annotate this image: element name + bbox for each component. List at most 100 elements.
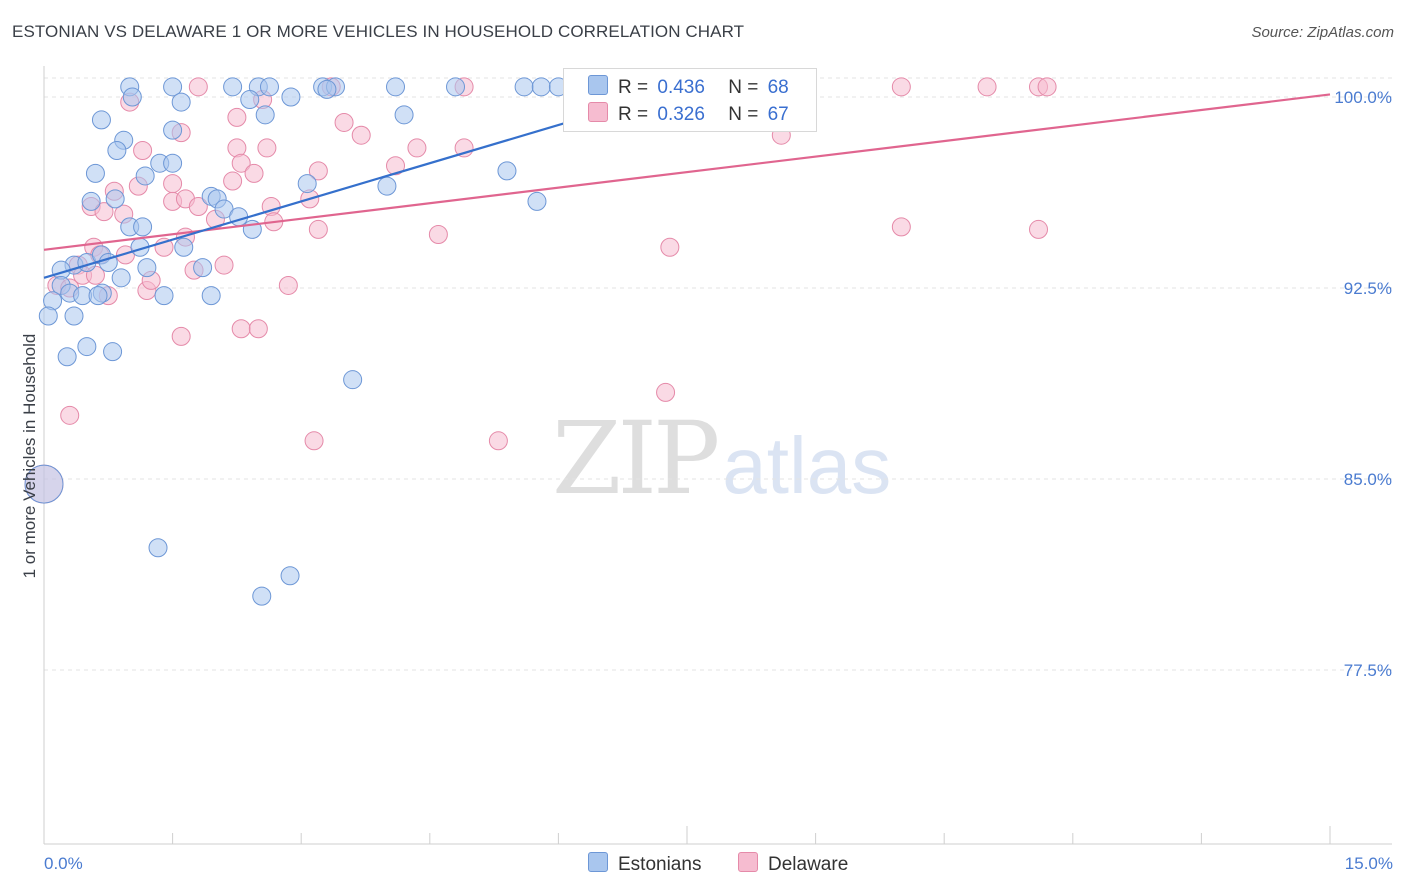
legend-swatch-pink: [588, 102, 608, 122]
x-tick-label-min: 0.0%: [44, 854, 83, 873]
axes: [43, 66, 1392, 845]
estonians-point: [85, 163, 105, 183]
estonians-point: [446, 77, 466, 97]
bottom-legend-swatch-blue: [588, 852, 608, 872]
estonians-point: [531, 77, 551, 97]
delaware-point: [188, 197, 208, 217]
estonians-point: [111, 268, 131, 288]
legend-r-label: R =: [618, 104, 649, 125]
y-tick-label: 77.5%: [1344, 661, 1392, 680]
estonians-point: [107, 140, 127, 160]
estonians-point-large: [24, 464, 64, 504]
estonians-point: [81, 191, 101, 211]
estonians-point: [163, 120, 183, 140]
estonians-point: [497, 161, 517, 181]
delaware-point: [891, 217, 911, 237]
y-axis-label: 1 or more Vehicles in Household: [20, 334, 39, 579]
delaware-point: [60, 405, 80, 425]
estonians-point: [148, 538, 168, 558]
y-tick-label: 85.0%: [1344, 470, 1392, 489]
estonians-point: [343, 370, 363, 390]
delaware-point: [223, 171, 243, 191]
estonians-point: [154, 286, 174, 306]
delaware-point: [407, 138, 427, 158]
y-tick-label: 92.5%: [1344, 279, 1392, 298]
estonians-point: [64, 306, 84, 326]
delaware-point: [214, 255, 234, 275]
delaware-point: [231, 319, 251, 339]
delaware-point: [163, 174, 183, 194]
delaware-point: [386, 156, 406, 176]
delaware-point: [308, 161, 328, 181]
y-tick-label: 100.0%: [1334, 88, 1392, 107]
delaware-point: [278, 275, 298, 295]
legend-n-value: 67: [767, 104, 789, 125]
estonians-point: [240, 90, 260, 110]
bottom-legend-swatch-pink: [738, 852, 758, 872]
legend-n-value: 68: [767, 77, 789, 98]
legend-swatch-blue: [588, 75, 608, 95]
watermark-zip: ZIP: [552, 400, 720, 517]
estonians-point: [163, 153, 183, 173]
estonians-point: [281, 87, 301, 107]
bottom-legend-label-estonians: Estonians: [618, 854, 702, 875]
estonians-point: [88, 286, 108, 306]
delaware-point: [227, 107, 247, 127]
estonians-point: [193, 258, 213, 278]
delaware-point: [171, 326, 191, 346]
source-label: Source: ZipAtlas.com: [1251, 24, 1394, 41]
estonians-point: [386, 77, 406, 97]
delaware-trend-line: [43, 93, 1331, 251]
legend-row-estonians: R = 0.436 N = 68: [588, 75, 789, 99]
estonians-point: [297, 174, 317, 194]
legend-r-value: 0.326: [657, 104, 705, 125]
delaware-point: [1037, 77, 1057, 97]
delaware-point: [334, 112, 354, 132]
delaware-point: [351, 125, 371, 145]
delaware-point: [94, 202, 114, 222]
bottom-legend-label-delaware: Delaware: [768, 854, 849, 875]
estonians-point: [174, 237, 194, 257]
delaware-point: [248, 319, 268, 339]
delaware-point: [891, 77, 911, 97]
estonians-point: [259, 77, 279, 97]
delaware-point: [660, 237, 680, 257]
estonians-point: [57, 347, 77, 367]
estonians-point: [201, 286, 221, 306]
x-tick-label-max: 15.0%: [1345, 854, 1393, 873]
watermark: ZIPatlas: [552, 400, 891, 517]
estonians-point: [317, 79, 337, 99]
estonians-point: [163, 77, 183, 97]
estonians-point: [77, 337, 97, 357]
legend-n-label: N =: [728, 104, 759, 125]
estonians-point: [377, 176, 397, 196]
legend-r-label: R =: [618, 77, 649, 98]
delaware-point: [428, 225, 448, 245]
delaware-point: [308, 219, 328, 239]
estonians-point: [103, 342, 123, 362]
delaware-point: [188, 77, 208, 97]
watermark-atlas: atlas: [722, 421, 892, 510]
estonians-point: [527, 191, 547, 211]
estonians-point: [105, 189, 125, 209]
delaware-point: [133, 140, 153, 160]
estonians-point: [280, 566, 300, 586]
estonians-point: [137, 258, 157, 278]
delaware-point: [1029, 219, 1049, 239]
chart-title: ESTONIAN VS DELAWARE 1 OR MORE VEHICLES …: [12, 22, 745, 41]
legend-row-delaware: R = 0.326 N = 67: [588, 102, 789, 126]
delaware-point: [488, 431, 508, 451]
delaware-point: [304, 431, 324, 451]
bottom-legend-estonians: Estonians: [588, 852, 701, 876]
estonians-point: [135, 166, 155, 186]
estonians-point: [122, 87, 142, 107]
estonians-point: [223, 77, 243, 97]
delaware-point: [257, 138, 277, 158]
estonians-point: [394, 105, 414, 125]
estonians-point: [514, 77, 534, 97]
tick-labels: 100.0% 92.5% 85.0% 77.5% 0.0% 15.0%: [44, 88, 1393, 873]
estonians-point: [252, 586, 272, 606]
delaware-points: [24, 77, 1057, 504]
legend-n-label: N =: [728, 77, 759, 98]
